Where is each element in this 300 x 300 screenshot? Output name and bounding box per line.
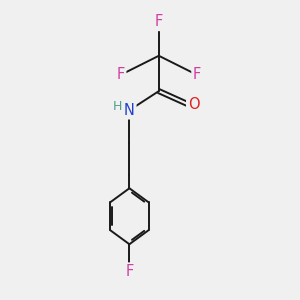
Text: F: F <box>125 264 134 279</box>
Text: O: O <box>188 97 200 112</box>
Text: H: H <box>112 100 122 113</box>
Text: F: F <box>193 68 201 82</box>
Text: N: N <box>124 103 135 118</box>
Text: F: F <box>116 68 125 82</box>
Text: F: F <box>155 14 163 29</box>
